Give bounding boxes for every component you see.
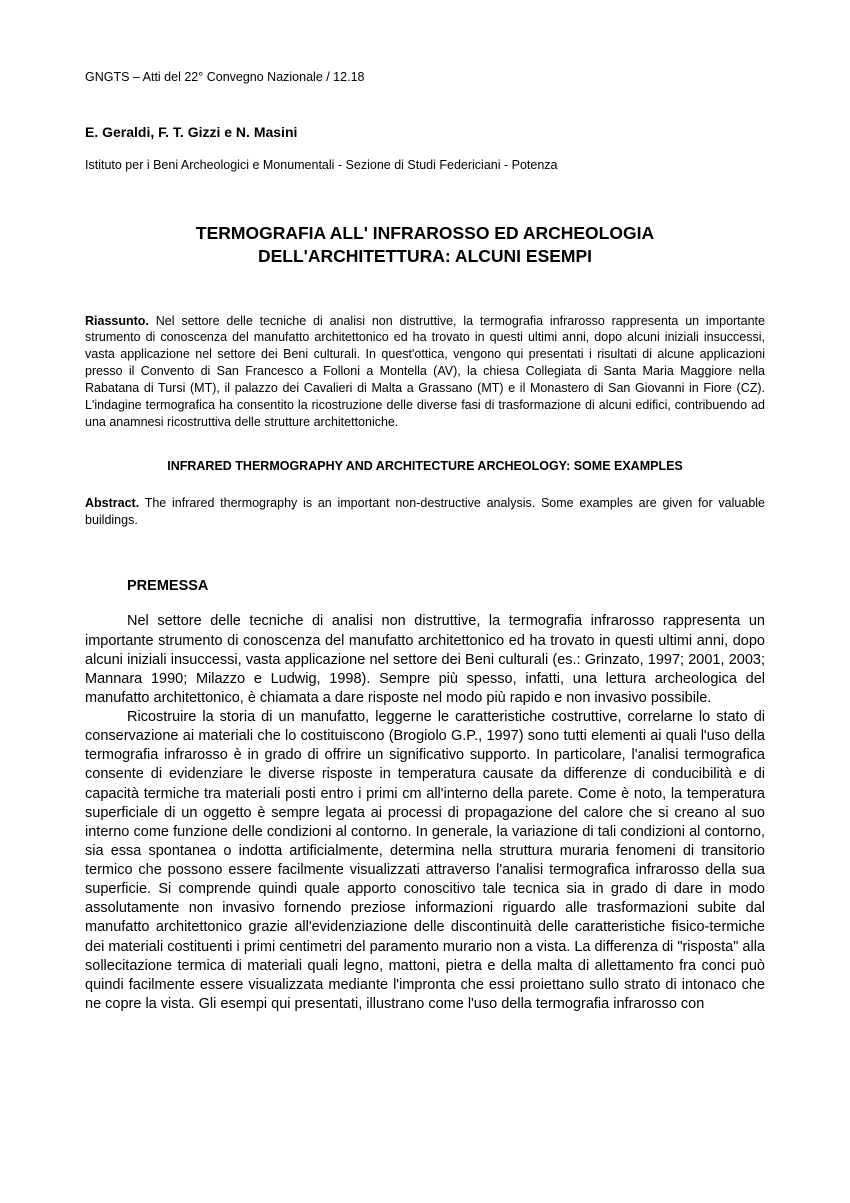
authors-line: E. Geraldi, F. T. Gizzi e N. Masini	[85, 124, 765, 140]
affiliation-line: Istituto per i Beni Archeologici e Monum…	[85, 158, 765, 172]
paper-title: TERMOGRAFIA ALL' INFRAROSSO ED ARCHEOLOG…	[85, 222, 765, 268]
riassunto-block: Riassunto. Nel settore delle tecniche di…	[85, 313, 765, 431]
body-paragraph-2: Ricostruire la storia di un manufatto, l…	[85, 708, 765, 1014]
section-heading-premessa: PREMESSA	[127, 578, 765, 594]
riassunto-text: Nel settore delle tecniche di analisi no…	[85, 314, 765, 429]
riassunto-label: Riassunto.	[85, 314, 149, 328]
english-subtitle: INFRARED THERMOGRAPHY AND ARCHITECTURE A…	[85, 459, 765, 473]
abstract-label: Abstract.	[85, 496, 139, 510]
title-line-2: DELL'ARCHITETTURA: ALCUNI ESEMPI	[258, 246, 592, 266]
page-header: GNGTS – Atti del 22° Convegno Nazionale …	[85, 70, 765, 84]
body-paragraph-1: Nel settore delle tecniche di analisi no…	[85, 612, 765, 708]
abstract-text: The infrared thermography is an importan…	[85, 496, 765, 527]
abstract-block: Abstract. The infrared thermography is a…	[85, 495, 765, 529]
title-line-1: TERMOGRAFIA ALL' INFRAROSSO ED ARCHEOLOG…	[196, 223, 654, 243]
